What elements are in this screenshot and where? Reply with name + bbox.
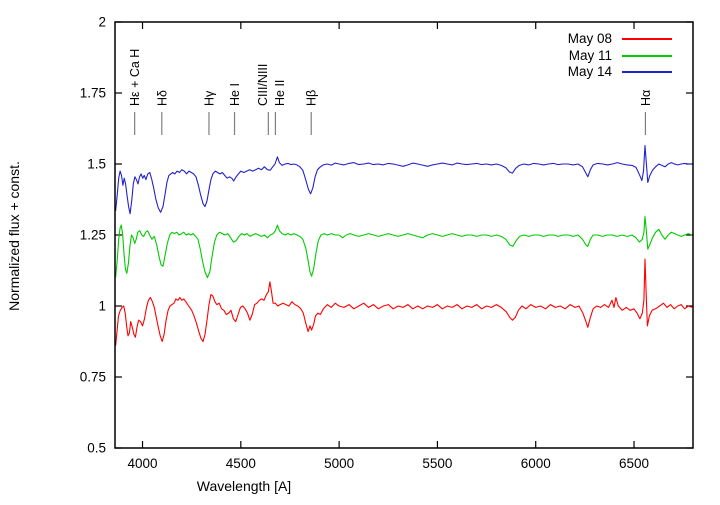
spectral-line-label: Hα xyxy=(639,90,653,106)
spectrum-curve-may-14 xyxy=(115,144,692,215)
y-tick-label: 0.5 xyxy=(87,441,106,456)
spectral-line-label: Hε + Ca H xyxy=(128,49,142,106)
x-tick-label: 6500 xyxy=(619,456,649,471)
plot-border xyxy=(114,21,694,449)
x-tick-label: 5500 xyxy=(422,456,452,471)
x-tick-label: 4000 xyxy=(128,456,158,471)
y-axis-label: Normalized flux + const. xyxy=(6,161,22,311)
spectral-line-label: Hβ xyxy=(305,90,319,106)
y-tick-label: 2 xyxy=(98,15,106,30)
x-tick-label: 5000 xyxy=(324,456,354,471)
spectrum-curve-may-11 xyxy=(115,215,693,279)
spectral-line-label: He II xyxy=(273,80,287,106)
legend-line-sample-red xyxy=(622,38,672,41)
spectrum-curve-may-08 xyxy=(115,258,693,346)
legend-entry-may-14: May 14 xyxy=(568,64,672,81)
y-tick-label: 1.75 xyxy=(80,86,106,101)
spectral-line-label: Hγ xyxy=(202,90,216,106)
spectral-line-label: Hδ xyxy=(155,90,169,106)
legend-label: May 08 xyxy=(567,31,612,46)
y-tick-label: 1.25 xyxy=(80,228,106,243)
x-axis-label: Wavelength [A] xyxy=(196,478,292,494)
legend-line-sample-green xyxy=(622,54,672,57)
spectral-line-label: CIII/NIII xyxy=(256,64,270,106)
y-tick-label: 0.75 xyxy=(80,370,106,385)
legend: May 08 May 11 May 14 xyxy=(568,31,672,81)
legend-entry-may-08: May 08 xyxy=(568,31,672,48)
x-tick-label: 4500 xyxy=(226,456,256,471)
y-tick-label: 1.5 xyxy=(87,157,106,172)
spectral-line-label: He I xyxy=(228,83,242,106)
legend-label: May 11 xyxy=(568,47,612,63)
y-tick-label: 1 xyxy=(98,299,106,314)
legend-entry-may-11: May 11 xyxy=(568,48,672,65)
legend-line-sample-blue xyxy=(622,71,672,74)
legend-label: May 14 xyxy=(567,64,612,79)
x-tick-label: 6000 xyxy=(521,456,551,471)
